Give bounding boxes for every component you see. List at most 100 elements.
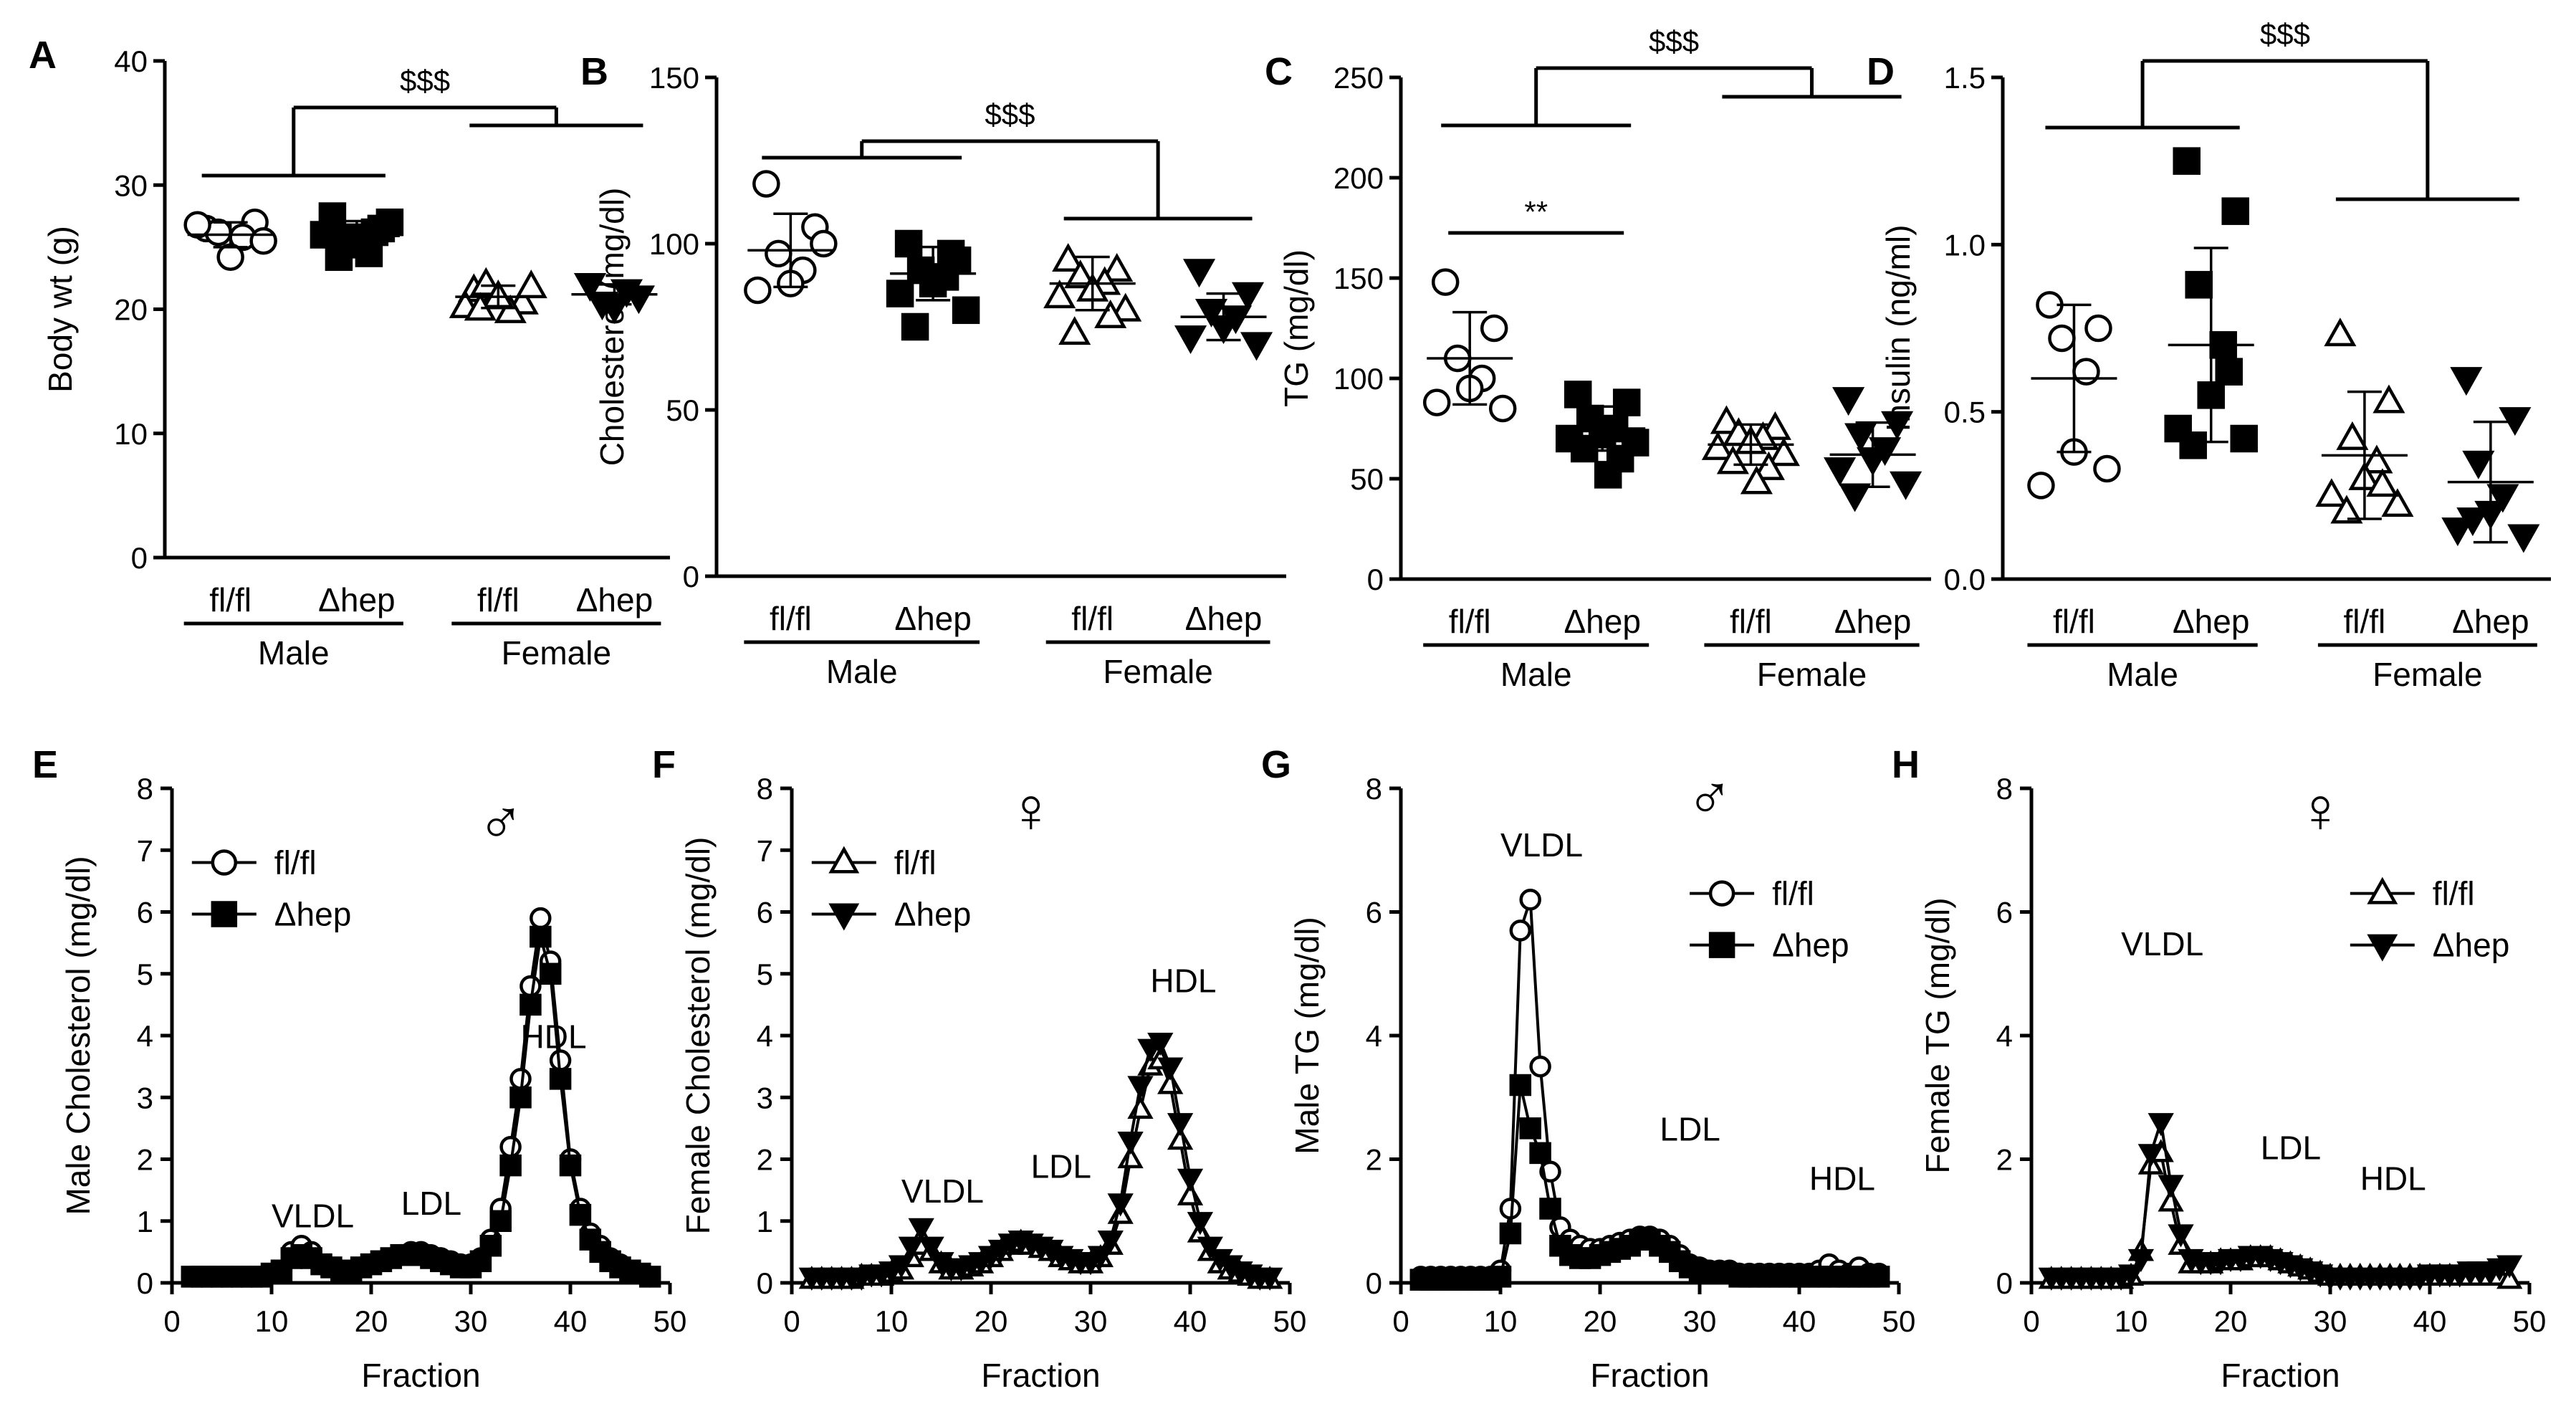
region-label: VLDL [2121,925,2203,962]
x-tick-label: 40 [1174,1304,1207,1338]
series-1 [181,925,661,1288]
series-1 [1409,1074,1890,1291]
group-2 [449,267,547,323]
x-group-label: fl/fl [2344,603,2386,640]
data-point [2381,488,2414,517]
data-point [2462,450,2495,479]
sex-label: Male [2107,656,2178,693]
x-group-label: Δhep [894,600,971,637]
x-tick-label: 20 [2214,1304,2248,1338]
y-tick-label: 6 [137,896,153,930]
region-label: VLDL [272,1197,354,1234]
x-tick-label: 30 [1074,1304,1108,1338]
data-point [1117,1145,1144,1169]
x-tick-label: 40 [554,1304,588,1338]
sex-bracket: $$$ [201,64,643,178]
y-tick-label: 7 [757,833,773,867]
group-3 [1174,259,1273,361]
data-point [530,907,552,930]
y-tick-label: 2 [1366,1143,1382,1177]
sig-label: ** [1524,195,1548,229]
y-tick-label: 3 [137,1081,153,1114]
group-3 [571,273,658,325]
data-point [1701,431,1734,460]
y-axis-title: TG (mg/dl) [1278,249,1315,407]
data-point [752,170,780,198]
data-point [1043,280,1076,309]
data-point [1867,1266,1890,1288]
data-point [573,273,607,302]
group-1 [886,229,980,341]
data-point [638,1266,661,1288]
data-point [1182,259,1216,288]
data-point [1824,457,1857,487]
y-tick-label: 0 [131,541,148,575]
data-point [1240,332,1273,361]
x-tick-label: 50 [653,1304,687,1338]
x-tick-label: 10 [1484,1304,1518,1338]
y-axis-title: Body wt (g) [42,226,79,393]
data-point [2137,1144,2164,1167]
x-group-label: Δhep [318,581,395,618]
x-tick-label: 50 [1273,1304,1307,1338]
sex-label: Female [1757,656,1867,693]
data-point [2215,358,2243,386]
data-point [1890,471,1923,500]
data-point [1127,1095,1154,1119]
legend: fl/fl Δhep [1690,875,1849,964]
group-0 [183,208,277,271]
x-tick-label: 0 [783,1304,800,1338]
y-tick-label: 0 [1996,1266,2013,1300]
region-label: HDL [1809,1160,1875,1198]
data-point [1480,314,1508,343]
region-label: VLDL [1500,826,1583,864]
data-point [2315,478,2348,507]
data-point [2179,431,2207,459]
y-tick-label: 250 [1334,61,1384,95]
panel-D: D 0.0 0.5 1.0 1.5 Insulin (ng/ml) fl/fl Δhep fl/… [1867,17,2551,693]
y-tick-label: 100 [1334,362,1384,396]
y-tick-label: 8 [1996,772,2013,806]
legend-marker [2367,876,2398,904]
group-1 [1555,381,1649,489]
data-point [2336,421,2369,450]
data-point [888,1255,915,1279]
data-point [2441,517,2474,547]
panel-letter: E [32,743,58,786]
y-axis-title: Male Cholesterol (mg/dl) [59,856,97,1215]
region-label: HDL [1150,962,1216,1000]
group-3 [1824,387,1923,512]
data-point [2168,1224,2194,1248]
sex-bracket: $$$ [2045,17,2519,201]
y-tick-label: 8 [137,772,153,806]
data-point [2173,147,2201,175]
group-3 [2441,367,2540,553]
data-point [610,279,643,308]
data-point [1107,1193,1134,1217]
x-tick-label: 0 [163,1304,180,1338]
data-point [1710,405,1743,434]
y-tick-label: 150 [649,61,699,95]
y-tick-label: 0 [683,560,699,593]
legend-label: Δhep [2433,927,2509,964]
y-tick-label: 7 [137,833,153,867]
y-tick-label: 30 [114,168,148,202]
data-point [499,1154,522,1177]
y-tick-label: 150 [1334,262,1384,295]
data-point [2486,484,2519,513]
data-point [2366,468,2399,497]
y-tick-label: 4 [1366,1019,1382,1053]
sex-symbol-icon: ♂ [477,787,525,858]
y-axis-title: Cholesterol (mg/dl) [593,188,631,467]
x-axis-title: Fraction [1590,1357,1709,1394]
region-label: HDL [521,1018,587,1055]
legend-marker [2367,934,2398,962]
y-tick-label: 0 [1367,563,1384,596]
x-tick-label: 0 [1392,1304,1409,1338]
data-point [1509,919,1532,942]
group-2 [2315,317,2414,524]
y-tick-label: 0.5 [1944,396,1986,429]
data-point [2230,424,2258,453]
region-label: LDL [2261,1129,2321,1167]
data-point [519,975,542,998]
